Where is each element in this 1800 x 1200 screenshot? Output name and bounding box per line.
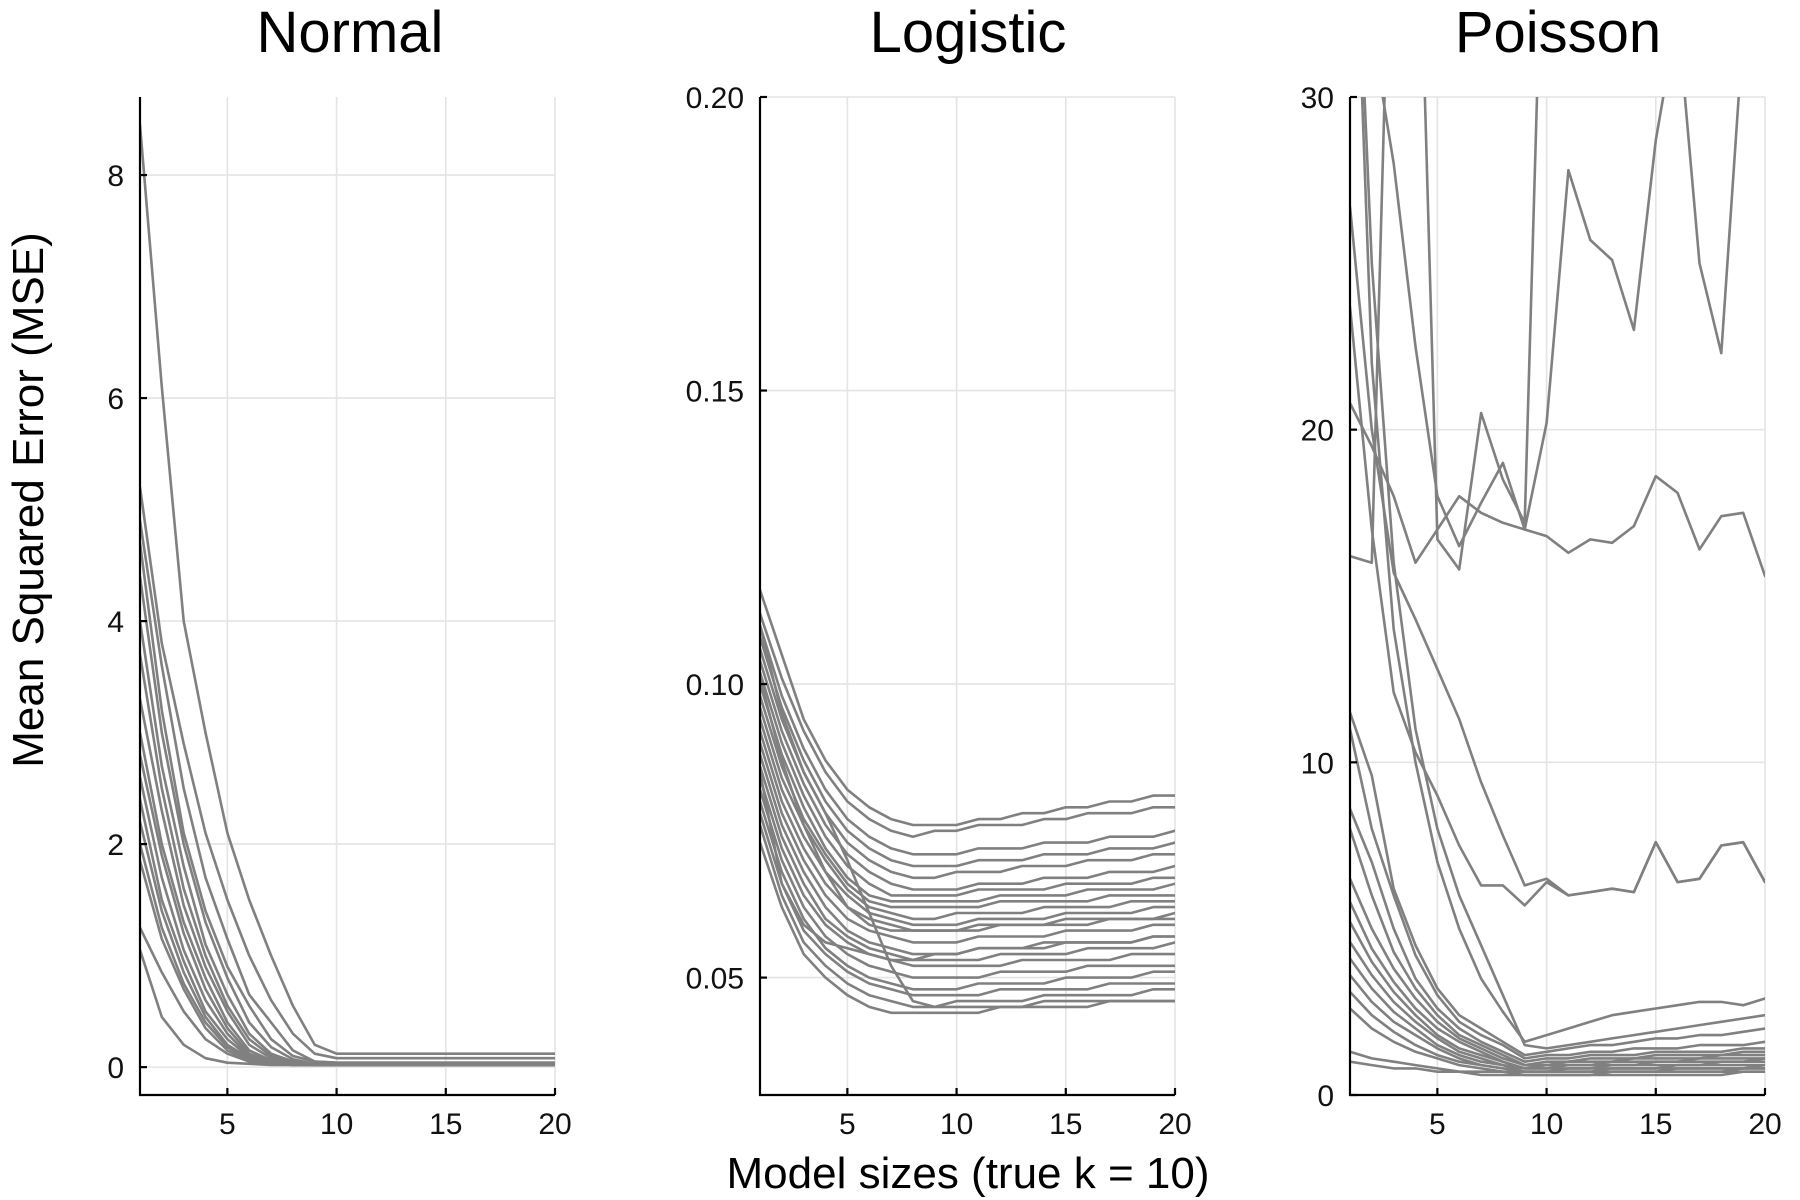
series-line-poisson: [1350, 727, 1765, 1060]
x-tick-label: 10: [1530, 1108, 1563, 1141]
series-line-logistic: [760, 800, 1175, 991]
series-line-normal: [140, 619, 555, 1066]
series-line-logistic: [760, 823, 1175, 1009]
series-line-logistic: [760, 741, 1175, 944]
series-line-logistic: [760, 624, 1175, 856]
series-line-logistic: [760, 764, 1175, 962]
series-line-logistic: [760, 676, 1175, 932]
x-tick-label: 15: [429, 1108, 462, 1141]
y-axis-label: Mean Squared Error (MSE): [4, 232, 53, 768]
x-tick-label: 5: [219, 1108, 236, 1141]
series-line-poisson: [1350, 807, 1765, 1063]
x-axis-label: Model sizes (true k = 10): [727, 1149, 1210, 1198]
x-tick-label: 20: [1748, 1108, 1781, 1141]
series-line-poisson: [1350, 711, 1765, 1057]
series-line-poisson: [1350, 305, 1765, 907]
y-tick-label: 6: [107, 383, 124, 416]
panel-title-normal: Normal: [257, 0, 444, 65]
y-tick-label: 30: [1301, 82, 1334, 115]
y-tick-label: 10: [1301, 747, 1334, 780]
series-line-poisson: [1350, 920, 1765, 1070]
panel-poisson: Poisson 5 10 15 20 0 10 20 30: [1301, 0, 1782, 1141]
x-tick-label: 10: [940, 1108, 973, 1141]
y-tick-label: 0: [1317, 1080, 1334, 1113]
x-tick-label: 15: [1049, 1108, 1082, 1141]
series-line-logistic: [760, 588, 1175, 827]
series-line-poisson: [1350, 1060, 1765, 1077]
series-line-logistic: [760, 776, 1175, 968]
panel-title-poisson: Poisson: [1455, 0, 1661, 65]
series-line-normal: [140, 948, 555, 1067]
series-line-poisson: [1350, 401, 1765, 578]
x-tick-label: 5: [1429, 1108, 1446, 1141]
y-tick-label: 0.05: [686, 963, 744, 996]
series-line-normal: [140, 485, 555, 1060]
series-line-poisson: [1350, 900, 1765, 1070]
x-tick-label: 15: [1639, 1108, 1672, 1141]
y-tick-label: 0.20: [686, 82, 744, 115]
panel-title-logistic: Logistic: [870, 0, 1067, 65]
x-tick-label: 20: [538, 1108, 571, 1141]
y-tick-label: 8: [107, 160, 124, 193]
panel-logistic: Logistic 5 10 15 20 0.05 0.10 0.15 0.20: [686, 0, 1192, 1141]
y-tick-label: 2: [107, 829, 124, 862]
series-line-logistic: [760, 811, 1175, 997]
series-group-logistic: [760, 588, 1175, 1015]
series-line-logistic: [760, 682, 1175, 903]
series-line-logistic: [760, 706, 1175, 921]
series-line-poisson: [1350, 957, 1765, 1073]
series-line-logistic: [760, 694, 1175, 909]
series-group-normal: [140, 123, 555, 1067]
panel-normal: Normal 5 10 15 20 0 2 4 6 8: [107, 0, 571, 1141]
series-line-poisson: [1381, 97, 1740, 548]
grid-poisson: [1350, 96, 1766, 1096]
y-tick-label: 0.10: [686, 669, 744, 702]
series-line-logistic: [760, 659, 1175, 891]
series-line-logistic: [760, 612, 1175, 839]
series-line-poisson: [1360, 97, 1765, 1044]
y-tick-label: 20: [1301, 415, 1334, 448]
x-tick-label: 10: [320, 1108, 353, 1141]
series-line-logistic: [760, 635, 1175, 868]
x-tick-label: 20: [1158, 1108, 1191, 1141]
series-group-poisson: [1350, 97, 1765, 1077]
y-tick-label: 0.15: [686, 376, 744, 409]
series-line-logistic: [760, 624, 1175, 1009]
x-tick-label: 5: [839, 1108, 856, 1141]
series-line-poisson: [1350, 827, 1765, 1067]
series-line-normal: [140, 123, 555, 1055]
series-line-logistic: [760, 770, 1175, 962]
series-line-poisson: [1363, 97, 1765, 1050]
series-line-logistic: [760, 788, 1175, 979]
series-line-logistic: [760, 670, 1175, 897]
y-tick-label: 0: [107, 1052, 124, 1085]
y-tick-label: 4: [107, 606, 124, 639]
